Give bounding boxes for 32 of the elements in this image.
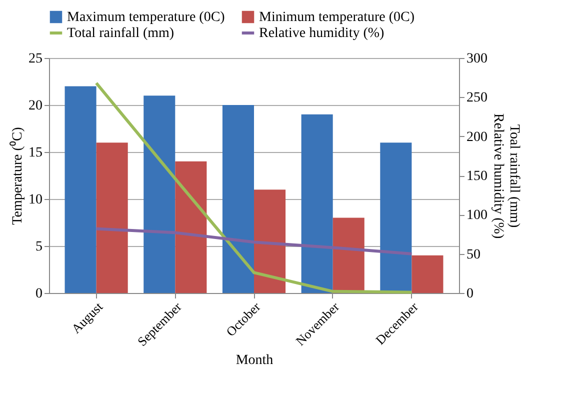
- legend-label: Maximum temperature (0C): [67, 10, 226, 25]
- line-series: [94, 227, 414, 256]
- y-tick-label: 0: [36, 286, 42, 302]
- bar: [380, 142, 412, 293]
- y-tick-label: 10: [28, 192, 42, 208]
- bar: [301, 114, 333, 293]
- bar: [96, 142, 128, 293]
- y-tick-label: 5: [36, 240, 42, 254]
- bar: [64, 86, 96, 293]
- x-axis-title: Month: [236, 353, 274, 368]
- y2-tick-label: 150: [466, 169, 488, 184]
- y2-tick-label: 250: [466, 90, 488, 106]
- legend-label: Total rainfall (mm): [67, 26, 174, 41]
- y2-axis-title: Toal rainfall (mm) Relative humidity (%): [490, 113, 522, 239]
- y2-tick-label: 50: [466, 247, 480, 262]
- bar: [175, 161, 207, 293]
- y2-tick-label: 0: [466, 286, 474, 302]
- legend-label: Minimum temperature (0C): [259, 10, 415, 25]
- line-series: [94, 82, 414, 294]
- bar: [254, 190, 286, 293]
- y2-tick-label: 300: [466, 52, 488, 66]
- y-axis-title: Temperature (⁰C): [10, 126, 26, 225]
- bar: [222, 105, 254, 293]
- y-tick-label: 25: [28, 52, 42, 66]
- bar: [144, 96, 176, 293]
- y-tick-label: 15: [28, 146, 42, 160]
- y2-tick-label: 200: [466, 130, 488, 145]
- bar: [412, 255, 444, 293]
- y2-tick-label: 100: [466, 208, 488, 224]
- bar: [332, 218, 364, 293]
- y-tick-label: 20: [28, 98, 42, 114]
- legend-label: Relative humidity (%): [259, 26, 385, 41]
